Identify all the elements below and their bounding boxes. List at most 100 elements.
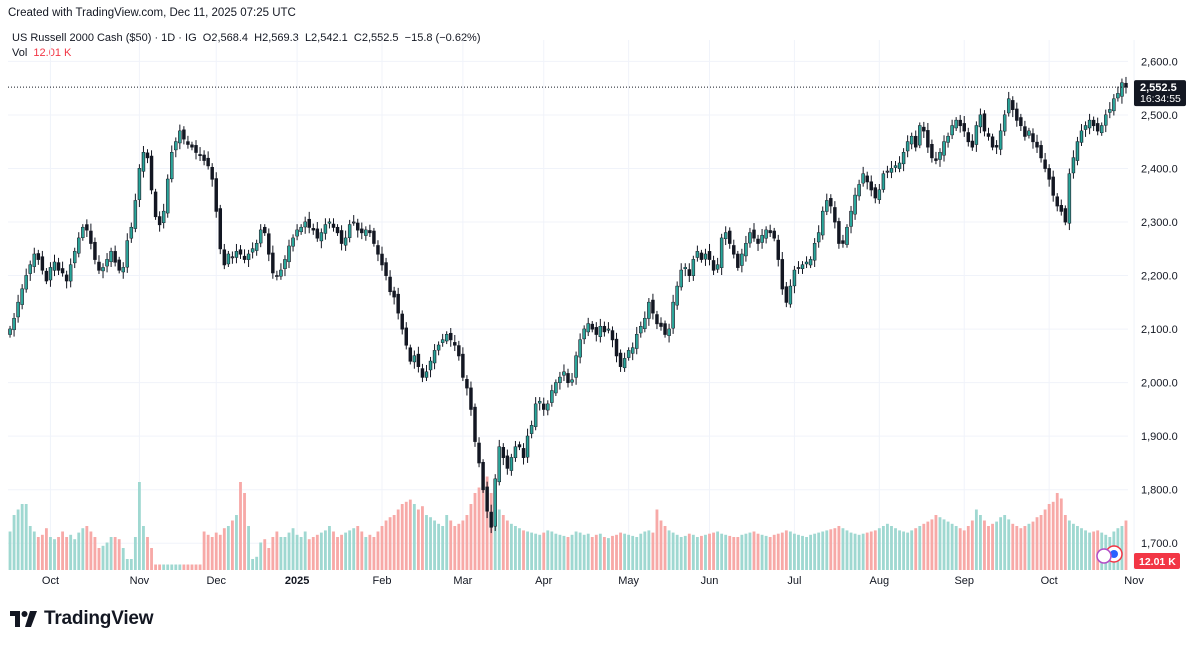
candle [691,255,696,281]
volume-bar [356,526,360,570]
price-tick-label: 2,200.0 [1141,271,1178,283]
volume-bar [954,526,958,570]
volume-bar [942,519,946,570]
candle [760,228,764,249]
volume-bar [809,534,813,570]
candle [295,224,299,241]
volume-bar [461,520,465,570]
candle [1071,150,1076,179]
candle [865,171,869,190]
volume-bar [505,520,509,570]
volume-bar [995,521,999,570]
candle [780,252,785,295]
volume-bar [396,509,400,570]
volume-bar [348,530,352,570]
volume-bar [247,526,250,570]
candle [145,149,150,164]
candle [392,286,396,305]
volume-bar [429,517,432,570]
candle [841,234,845,248]
volume-bar [129,559,133,570]
candle [339,225,344,251]
volume-bar [744,533,748,570]
volume-bar [279,537,283,570]
candle [1116,86,1120,102]
event-icon[interactable] [1096,548,1112,564]
candle [469,381,473,416]
volume-bar [546,530,550,570]
last-price-badge: 2,552.5 16:34:55 [1134,80,1186,107]
volume-bar [8,531,12,570]
volume-bar [194,564,198,570]
volume-bar [615,534,618,570]
candle [829,194,833,214]
volume-bar [950,523,954,570]
volume-bar [388,517,392,570]
volume-bar [28,526,32,570]
candle [307,211,311,234]
volume-bar [328,526,331,570]
volume-bar [214,532,218,570]
volume-bar [740,534,744,570]
volume-bar [813,533,817,570]
volume-bar [449,520,453,570]
candle [736,250,740,271]
candle [1067,168,1072,231]
volume-bar [352,528,356,570]
volume-bar [930,519,934,570]
volume-bar [550,531,554,570]
volume-bar [598,533,602,570]
volume-bar [962,530,966,570]
time-tick-label: Jul [787,575,801,587]
candle [590,321,594,333]
volume-bar [1088,532,1092,570]
volume-bar [514,526,517,570]
candle [133,193,138,233]
candle [889,160,894,179]
candle [16,294,20,323]
candle [542,397,546,416]
volume-bar [700,535,703,570]
volume-bar [1003,515,1007,570]
volume-bar [776,533,780,570]
candle [881,170,886,193]
candle [356,218,360,238]
candle [954,117,958,132]
candle [643,311,647,333]
candle [230,251,235,264]
volume-bar [526,531,529,570]
volume-bar [493,504,497,570]
candle [323,218,328,240]
volume-bar [643,531,647,570]
volume-bar [336,537,339,570]
candle [930,139,934,163]
time-tick-label: Nov [1124,575,1144,587]
volume-bar [81,528,85,570]
volume-bar [202,531,206,570]
volume-bar [979,515,982,570]
price-tick-label: 1,700.0 [1141,538,1178,550]
candle [998,123,1003,156]
candle [1099,122,1104,136]
symbol-label[interactable]: US Russell 2000 Cash ($50) · 1D · IG [12,32,197,44]
time-axis: Oct Nov Dec 2025 Feb Mar Apr May Jun Jul Aug Sep Oct… [42,575,1144,587]
candle [679,263,683,291]
candle [182,126,186,145]
candle [101,263,105,279]
volume-bar [926,521,930,570]
volume-label[interactable]: Vol [12,47,28,59]
volume-bar [877,528,881,570]
candle [174,137,178,158]
candle [465,375,469,396]
volume-bar [716,531,720,570]
volume-bar [886,523,889,570]
volume-bar [222,528,226,570]
candle [574,351,578,385]
candle [521,443,526,465]
candle [238,245,243,259]
volume-bar [562,535,566,570]
tradingview-logo[interactable]: TradingView [10,608,154,630]
volume-bar [65,537,69,570]
volume-bar [602,537,606,570]
